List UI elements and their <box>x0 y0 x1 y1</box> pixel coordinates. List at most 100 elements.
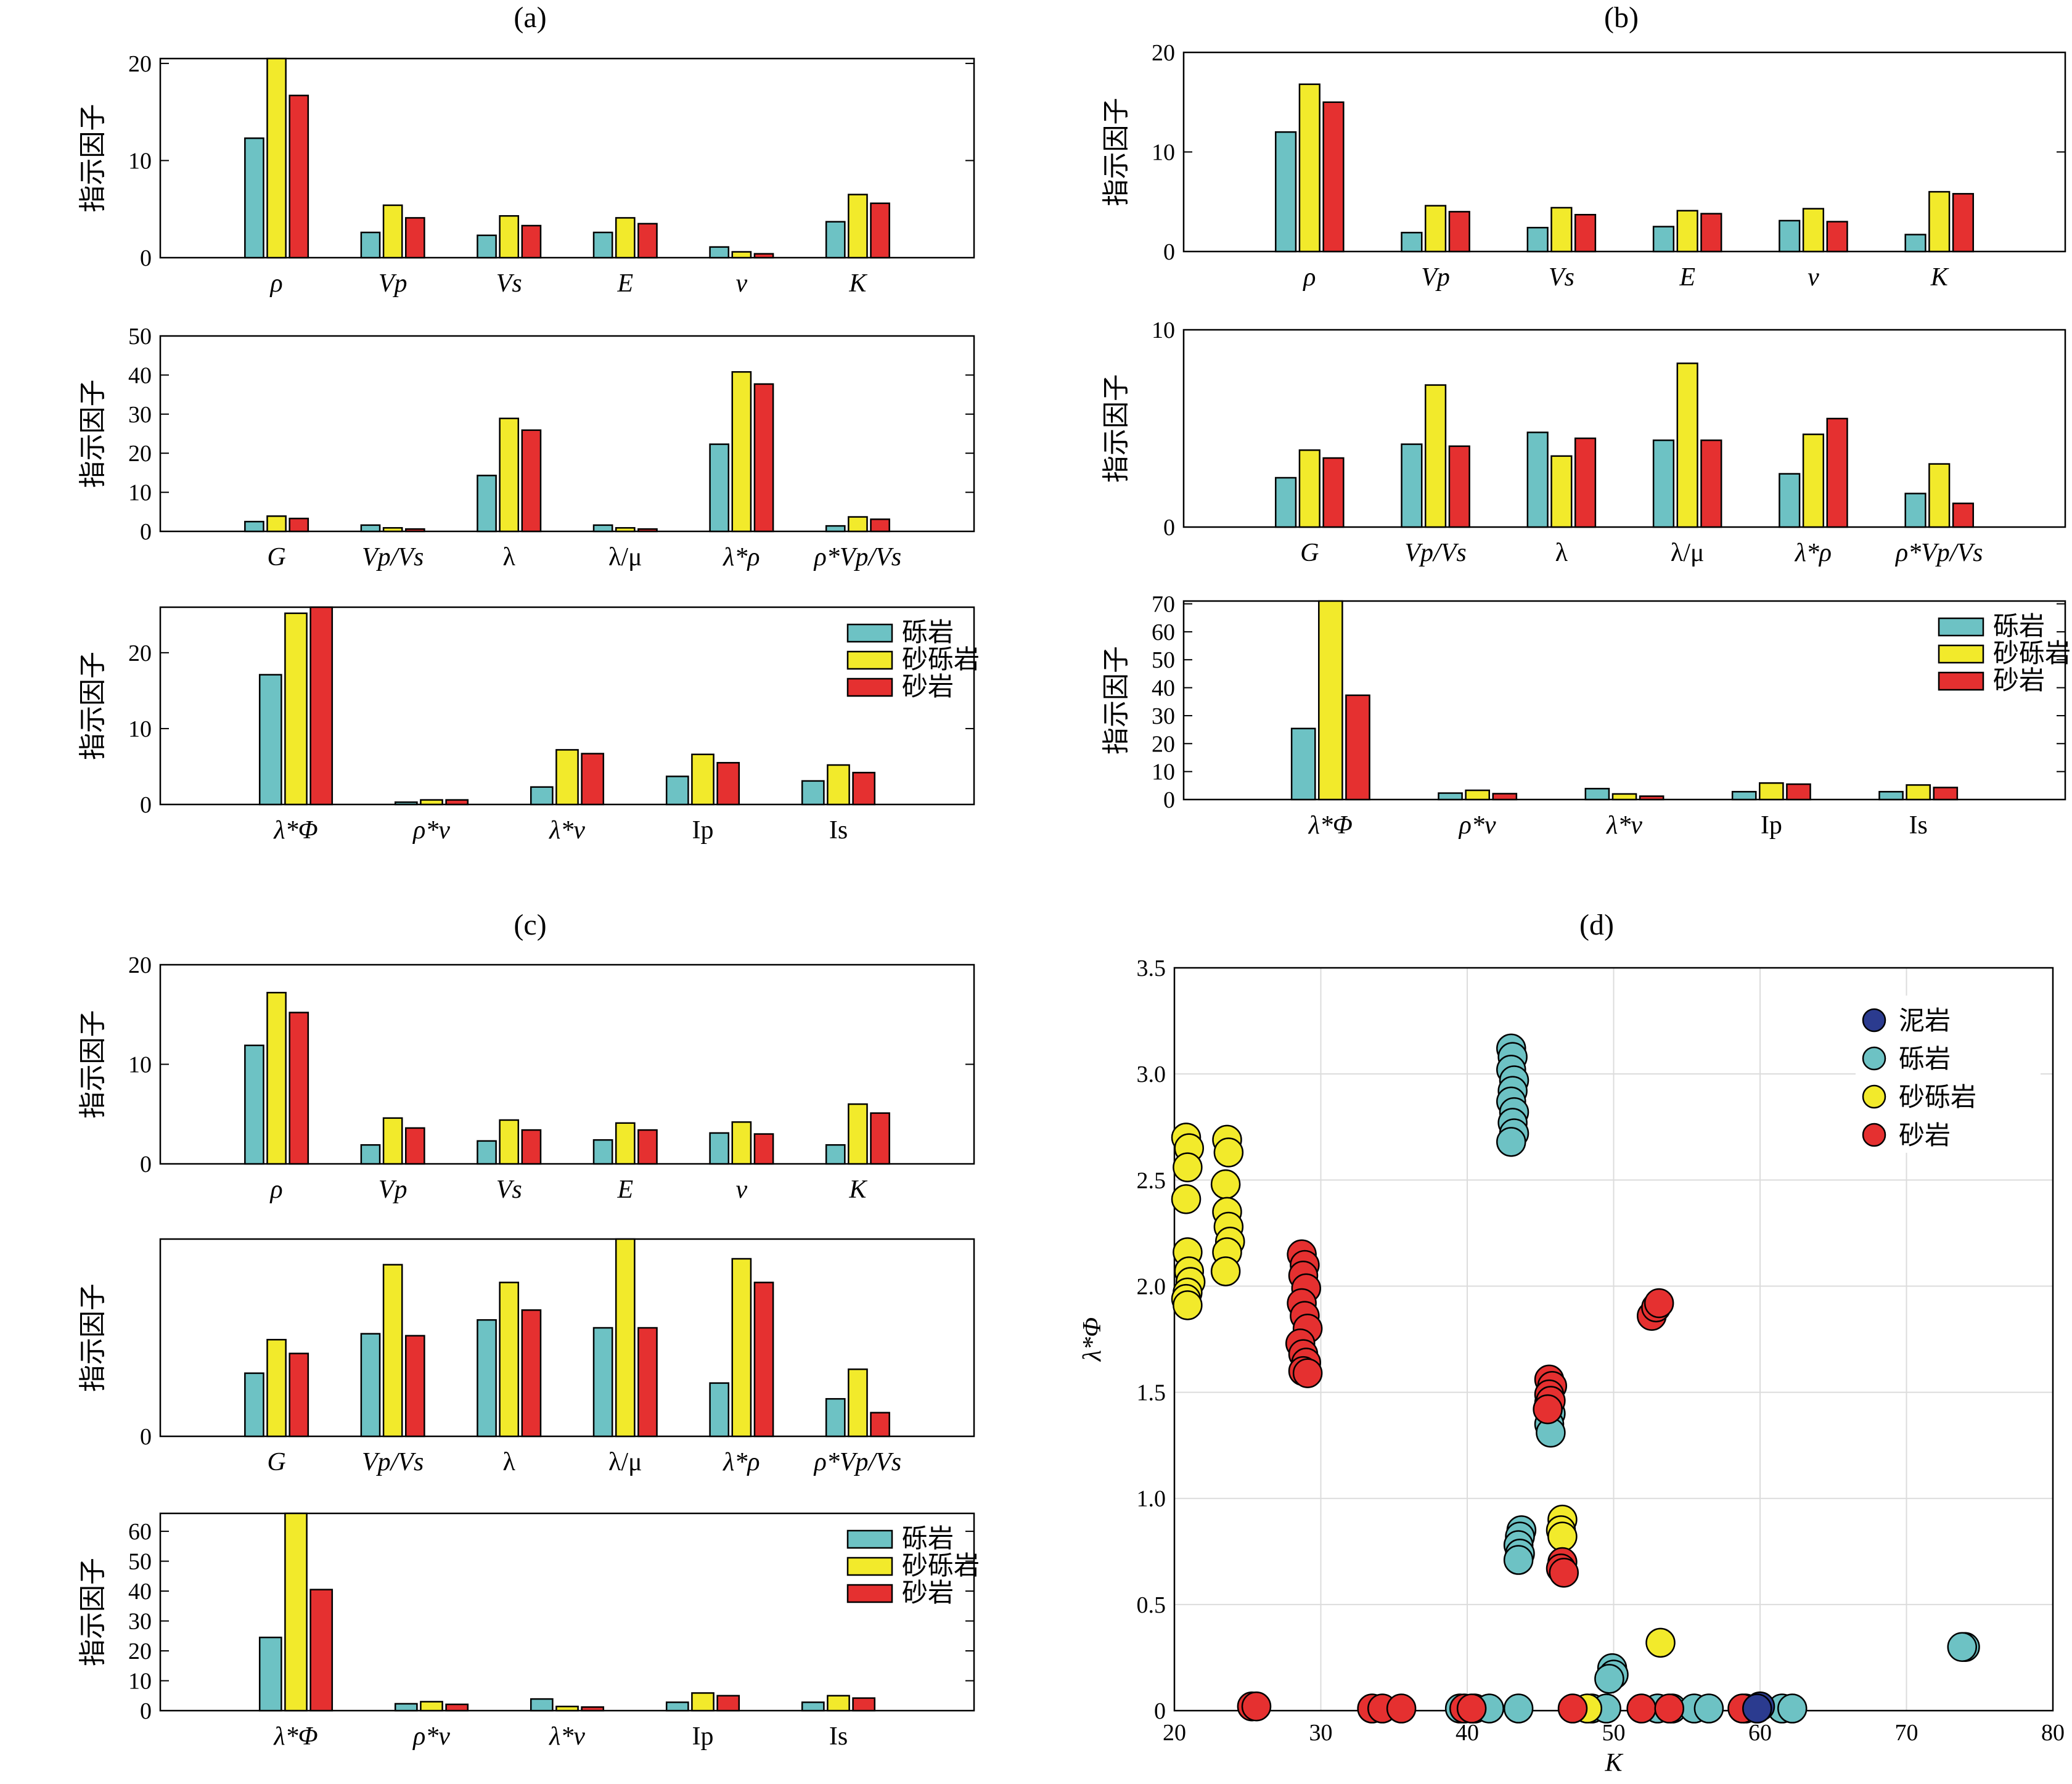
x-category-label: Vp <box>1421 263 1450 292</box>
bar-sand <box>1700 439 1722 528</box>
x-category-label: K <box>848 1176 867 1204</box>
y-tick-label: 1.0 <box>1137 1486 1166 1512</box>
bar-sand <box>1826 221 1848 253</box>
bar-sandy-gravel <box>284 1512 308 1712</box>
x-category-label: ρ*v <box>412 1722 450 1751</box>
y-tick-label: 10 <box>128 148 152 174</box>
bar-sand <box>1639 795 1665 801</box>
legend-box <box>1856 996 2041 1153</box>
x-tick-label: 40 <box>1456 1720 1479 1746</box>
bar-sand <box>1322 457 1345 528</box>
x-category-label: Is <box>1909 811 1927 840</box>
bar-gravel <box>1779 473 1801 528</box>
bar-sand <box>289 94 309 259</box>
bar-gravel <box>477 1140 497 1165</box>
point-gravel <box>1503 1545 1534 1575</box>
y-tick-label: 30 <box>128 1609 152 1635</box>
bar-sandy-gravel <box>731 371 752 533</box>
y-tick-label: 0 <box>140 1424 152 1450</box>
bar-gravel <box>709 246 730 259</box>
x-category-label: ρ <box>269 269 282 298</box>
y-tick-label: 0.5 <box>1137 1592 1166 1618</box>
y-tick-label: 3.0 <box>1137 1062 1166 1087</box>
y-tick-label: 3.5 <box>1137 955 1166 981</box>
bar-sand <box>1786 783 1811 801</box>
bar-gravel <box>665 775 689 806</box>
bar-sandy-gravel <box>615 527 636 533</box>
x-axis-label: K <box>1604 1749 1623 1777</box>
bar-sandy-gravel <box>615 1238 636 1438</box>
bar-gravel <box>394 1703 418 1712</box>
legend-label: 泥岩 <box>1899 1007 1951 1036</box>
x-category-label: Ip <box>1761 811 1782 840</box>
bar-sand <box>1952 193 1974 253</box>
bar-sandy-gravel <box>848 516 868 533</box>
bar-sand <box>445 799 469 806</box>
y-tick-label: 20 <box>128 952 152 978</box>
y-axis-label: 指示因子 <box>78 1010 108 1119</box>
bar-gravel <box>1275 477 1297 528</box>
legend-label: 砂岩 <box>902 673 954 702</box>
y-tick-label: 30 <box>1152 703 1175 729</box>
bar-sand <box>637 528 658 533</box>
bar-sand <box>521 1309 542 1438</box>
bar-sandy-gravel <box>382 1117 403 1165</box>
bar-sand <box>1933 787 1959 801</box>
x-category-label: v <box>736 1176 748 1204</box>
x-category-label: λ*Φ <box>272 816 317 845</box>
y-tick-label: 40 <box>1152 676 1175 702</box>
y-tick-label: 0 <box>140 245 152 271</box>
bar-gravel <box>801 780 825 806</box>
x-category-label: Vp <box>379 1176 407 1204</box>
y-axis-label: 指示因子 <box>78 1558 108 1666</box>
point-sandy-gravel <box>1171 1184 1202 1214</box>
bar-sand <box>445 1703 469 1712</box>
bar-chart-b-row2: 0 10 指示因子 G Vp/Vs λ λ/μ λ*ρ ρ*Vp/Vs <box>1101 317 2066 567</box>
bar-gravel <box>592 1327 613 1438</box>
x-category-label: K <box>1930 263 1949 292</box>
bar-sand <box>309 606 334 806</box>
bar-sand <box>716 762 740 806</box>
legend-label: 砂岩 <box>1993 667 2045 695</box>
bar-sand <box>637 1129 658 1165</box>
bar-sandy-gravel <box>420 799 443 806</box>
bar-gravel <box>1401 443 1423 528</box>
x-category-label: λ*Φ <box>272 1722 317 1751</box>
bar-sandy-gravel <box>1676 362 1698 528</box>
y-tick-label: 0 <box>1163 787 1175 813</box>
bar-gravel <box>530 1698 554 1712</box>
bar-sandy-gravel <box>499 1282 520 1438</box>
bar-gravel <box>592 1139 613 1165</box>
y-tick-label: 60 <box>1152 620 1175 645</box>
x-category-label: Is <box>829 1722 848 1751</box>
bar-gravel <box>530 786 554 806</box>
legend-label: 砂砾岩 <box>902 1552 980 1581</box>
bar-sandy-gravel <box>499 215 520 259</box>
bar-chart-a-row2: 0 10 20 30 40 50 指示因子 G Vp/Vs λ λ/μ λ*ρ ρ*Vp/Vs <box>78 324 975 571</box>
y-tick-label: 10 <box>1152 759 1175 785</box>
bar-sandy-gravel <box>382 204 403 259</box>
bar-gravel <box>477 475 497 533</box>
bar-gravel <box>825 221 846 259</box>
y-tick-label: 20 <box>1152 40 1175 66</box>
bar-sandy-gravel <box>848 1368 868 1438</box>
x-category-label: λ*v <box>1605 811 1642 840</box>
legend-swatch <box>1938 671 1984 691</box>
bar-gravel <box>360 524 381 533</box>
y-tick-label: 50 <box>128 1549 152 1575</box>
bar-gravel <box>1904 493 1927 528</box>
point-sandy-gravel <box>1173 1290 1203 1320</box>
x-category-label: λ/μ <box>608 1448 642 1476</box>
bar-gravel <box>1904 234 1927 253</box>
y-axis-label: λ*Φ <box>1078 1317 1107 1362</box>
bar-gravel <box>1731 791 1757 801</box>
y-tick-label: 70 <box>1152 592 1175 618</box>
bar-sandy-gravel <box>731 1258 752 1438</box>
bar-sandy-gravel <box>1928 190 1951 253</box>
x-category-label: λ <box>1555 539 1568 567</box>
legend-marker <box>1862 1046 1886 1071</box>
point-sand <box>1654 1693 1684 1724</box>
bar-gravel <box>1584 788 1610 801</box>
point-gravel <box>1503 1693 1534 1724</box>
bar-gravel <box>258 1636 282 1712</box>
